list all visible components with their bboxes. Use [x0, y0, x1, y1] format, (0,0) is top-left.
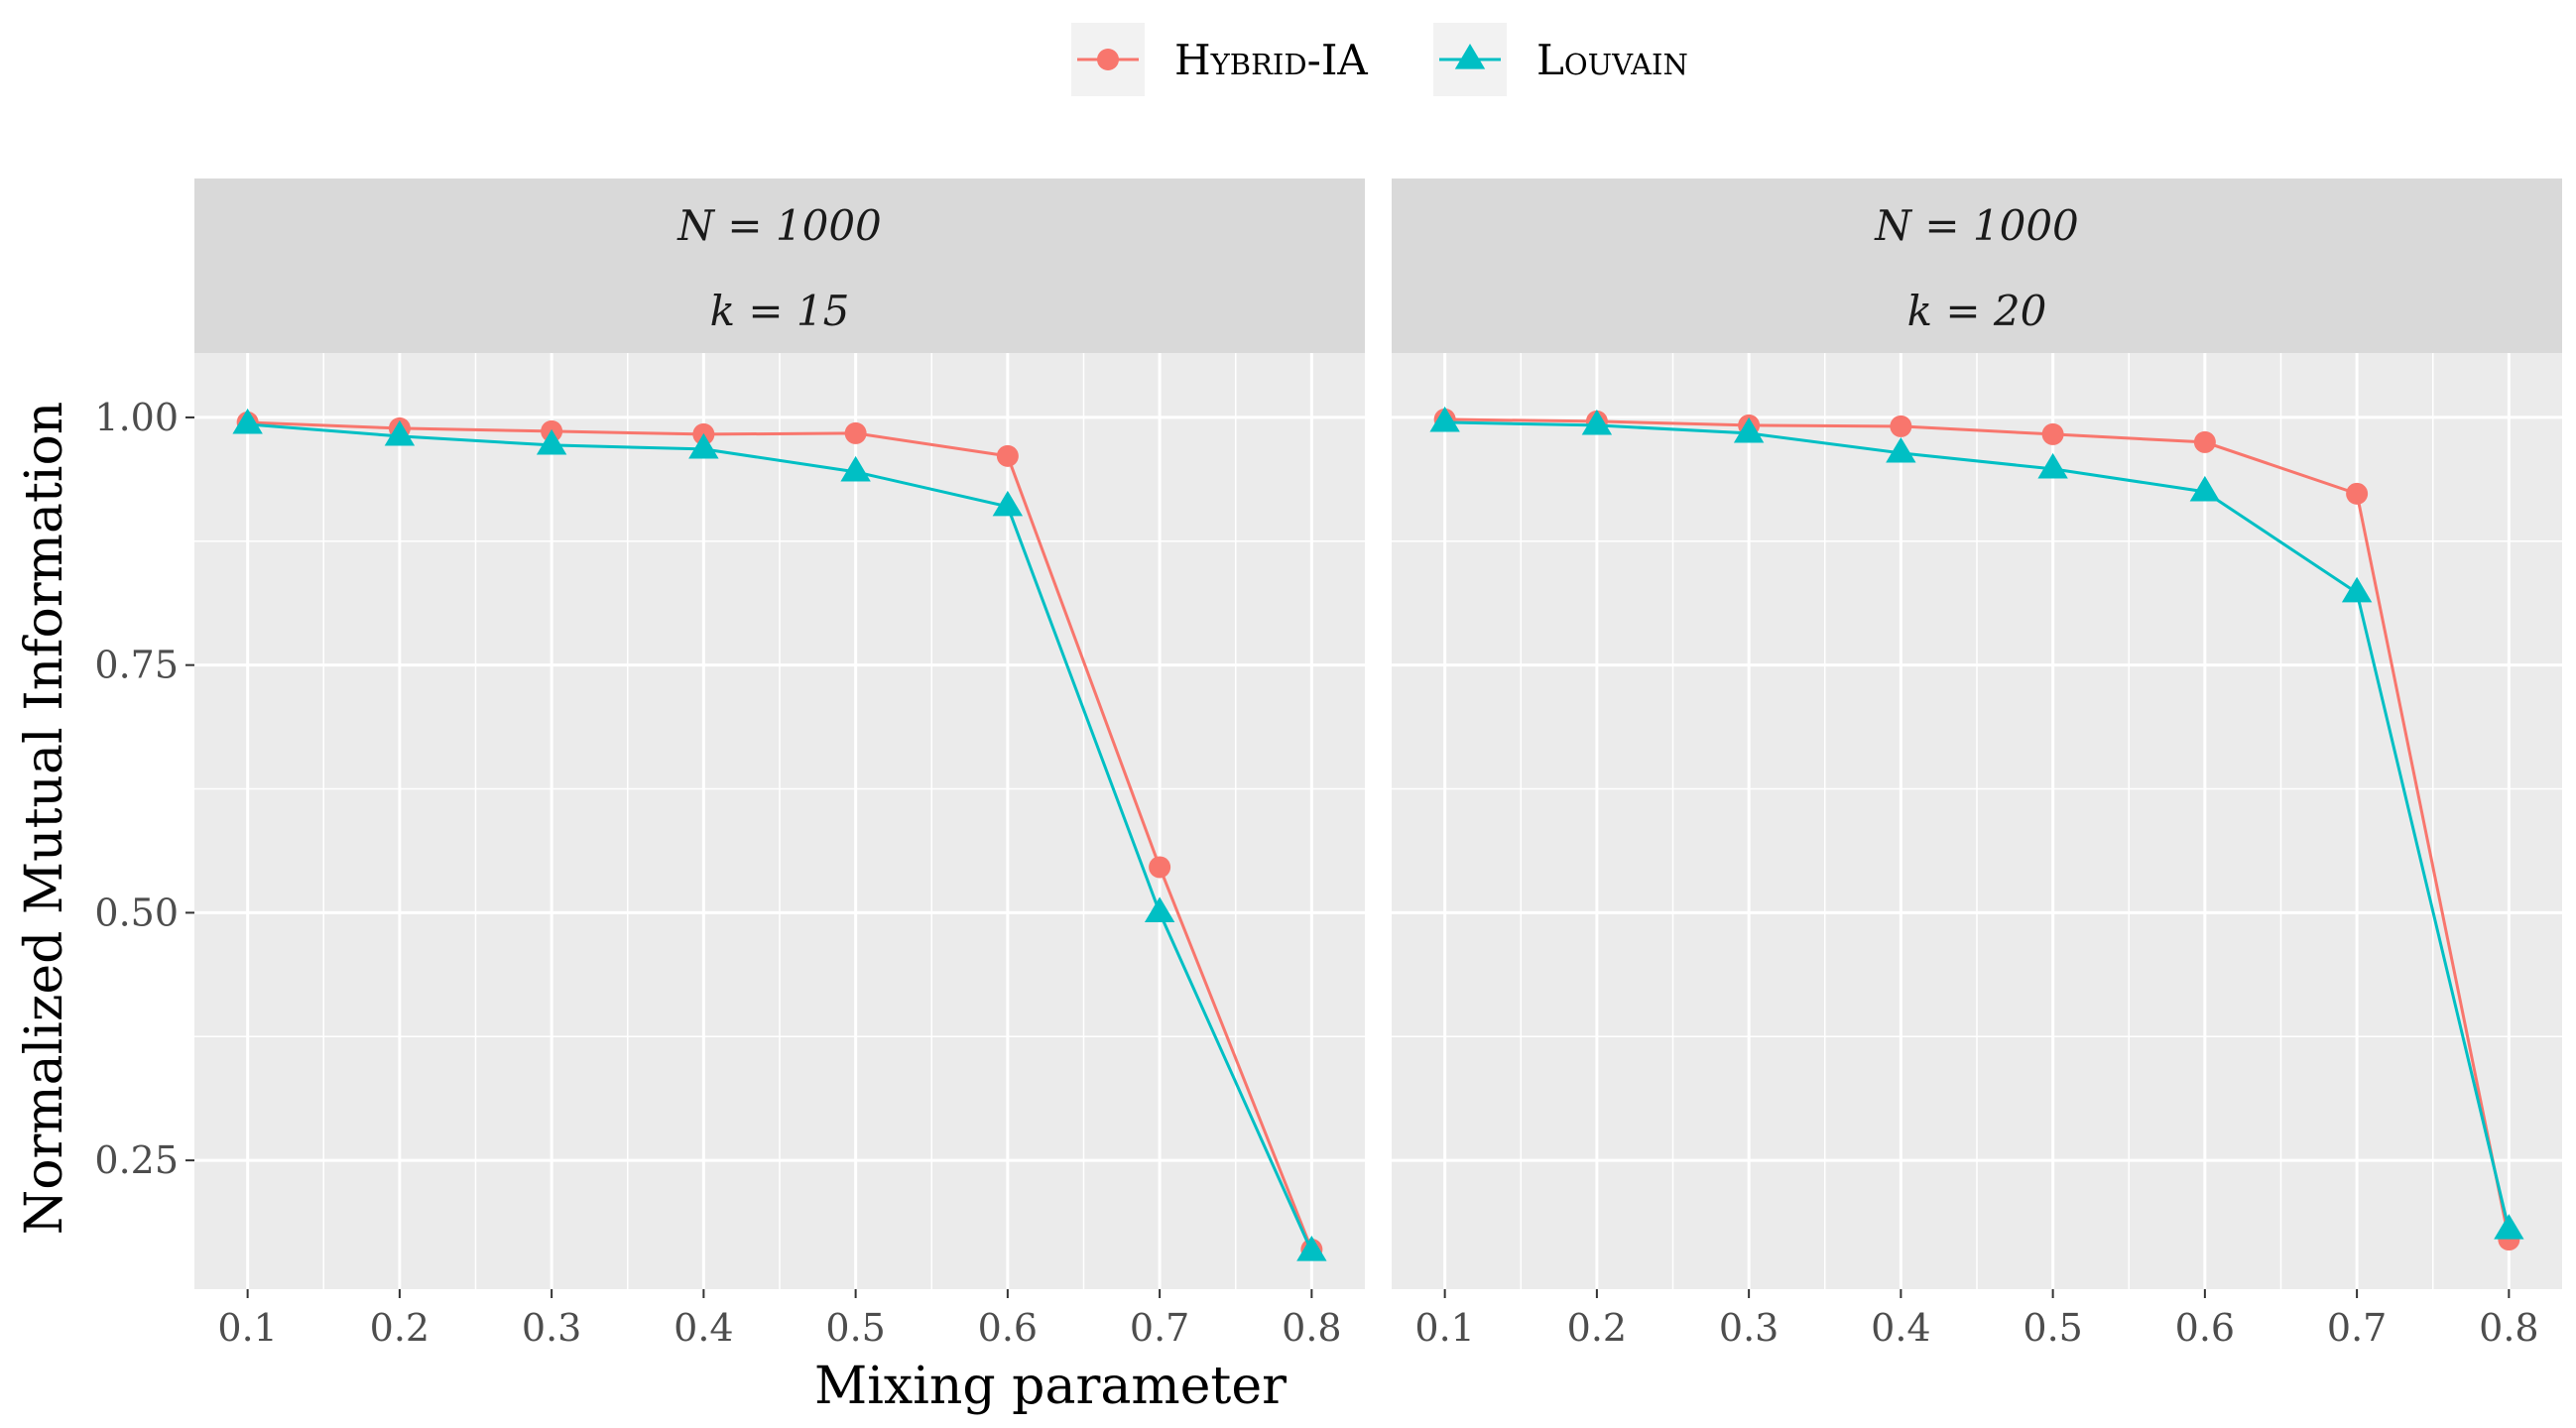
x-tick-label: 0.7	[2327, 1306, 2387, 1350]
legend-item-louvain: Louvain	[1433, 23, 1688, 96]
data-point	[688, 432, 719, 459]
series-line	[247, 420, 1313, 1250]
series-line	[1444, 417, 2511, 1241]
x-tick-label: 0.5	[2023, 1306, 2082, 1350]
y-tick-label: 0.25	[94, 1138, 179, 1182]
facet-strip	[194, 178, 1365, 353]
data-point	[1886, 436, 1916, 463]
legend-marker	[1097, 49, 1119, 70]
data-point	[1429, 406, 1460, 432]
data-point	[1149, 856, 1171, 879]
x-tick-label: 0.6	[2175, 1306, 2235, 1350]
data-point	[996, 444, 1019, 467]
data-point	[840, 455, 871, 482]
x-tick-label: 0.6	[978, 1306, 1038, 1350]
y-tick-label: 0.50	[94, 891, 179, 934]
x-tick-label: 0.8	[2479, 1306, 2538, 1350]
y-axis: 0.25 0.50 0.75 1.00	[94, 396, 194, 1182]
y-tick-label: 0.75	[94, 644, 179, 687]
x-tick-label: 0.7	[1130, 1306, 1189, 1350]
data-point	[1890, 415, 1912, 437]
x-axis-title: Mixing parameter	[814, 1357, 1287, 1416]
data-point	[2037, 452, 2068, 479]
data-point	[536, 428, 567, 455]
strip-label: N = 1000	[1874, 201, 2079, 250]
data-point	[232, 408, 263, 434]
data-point	[844, 421, 867, 444]
x-tick-label: 0.8	[1282, 1306, 1341, 1350]
strip-label: k = 15	[710, 287, 850, 335]
data-point	[1296, 1236, 1327, 1261]
panel-2: N = 1000 k = 20 0.1 0.2 0.3 0.4 0.5 0.6 0.7 0.8	[1392, 178, 2562, 1350]
y-tick-label: 1.00	[94, 396, 179, 439]
x-tick-label: 0.3	[522, 1306, 581, 1350]
series-louvain	[232, 408, 1327, 1261]
data-point	[2193, 430, 2216, 453]
x-tick-label: 0.5	[825, 1306, 885, 1350]
legend: Hybrid-IA Louvain	[1071, 23, 1688, 96]
series-line	[1444, 420, 2511, 1231]
x-tick-label: 0.2	[370, 1306, 429, 1350]
data-point	[2341, 576, 2373, 603]
legend-label: Hybrid-IA	[1174, 36, 1368, 84]
facet-strip	[1392, 178, 2562, 353]
x-tick-label: 0.1	[1414, 1306, 1474, 1350]
x-tick-label: 0.4	[1871, 1306, 1930, 1350]
strip-label: N = 1000	[676, 201, 882, 250]
data-point	[384, 419, 416, 446]
y-axis-title: Normalized Mutual Information	[15, 402, 74, 1236]
x-tick-label: 0.3	[1719, 1306, 1779, 1350]
data-point	[2494, 1214, 2524, 1240]
x-tick-label: 0.4	[674, 1306, 733, 1350]
legend-item-hybrid-ia: Hybrid-IA	[1071, 23, 1368, 96]
data-point	[1581, 409, 1613, 435]
series-louvain	[1429, 406, 2524, 1240]
legend-label: Louvain	[1536, 36, 1688, 84]
strip-label: k = 20	[1907, 287, 2047, 335]
data-point	[2041, 422, 2064, 445]
data-point	[992, 490, 1024, 517]
data-point	[1144, 896, 1175, 923]
data-point	[2346, 482, 2369, 505]
data-point	[1733, 416, 1765, 443]
series-line	[247, 422, 1313, 1252]
x-tick-label: 0.2	[1567, 1306, 1627, 1350]
data-point	[2189, 475, 2221, 502]
legend-marker	[1454, 44, 1486, 69]
x-tick-label: 0.1	[217, 1306, 277, 1350]
panel-1: N = 1000 k = 15 0.1 0.2 0.3 0.4 0.5 0.6 0.7 0.8	[194, 178, 1365, 1350]
